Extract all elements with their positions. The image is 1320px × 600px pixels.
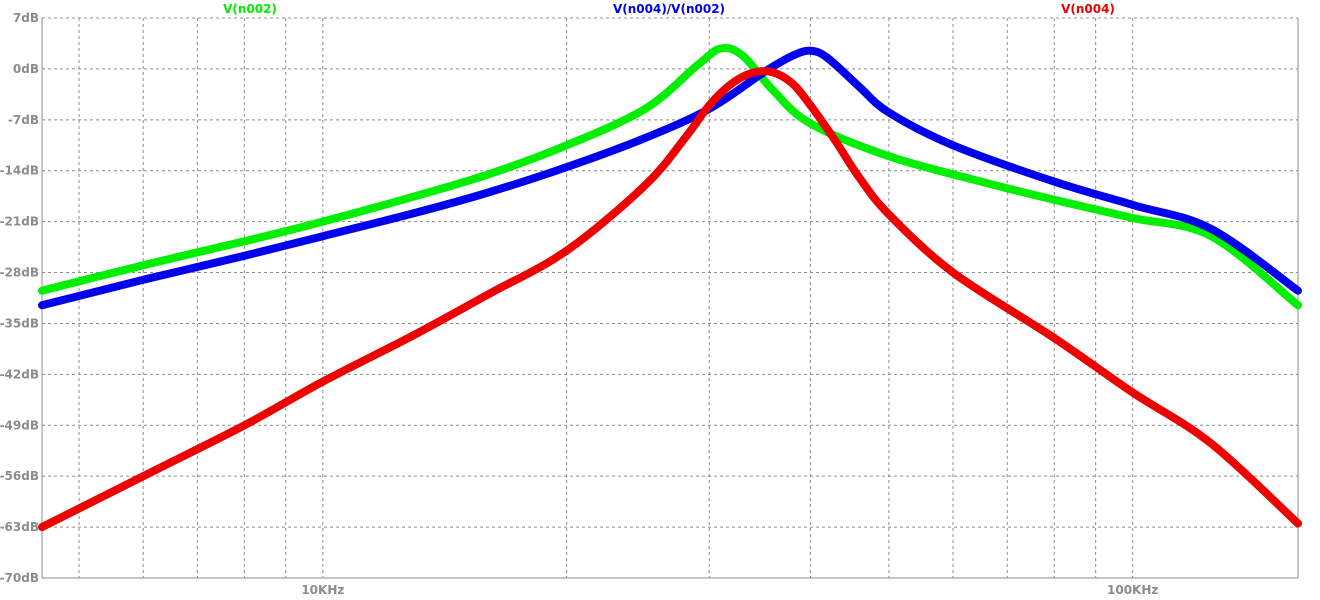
series-line-v-n004 — [38, 67, 1302, 532]
y-tick-label: -28dB — [0, 266, 39, 280]
series-layer — [38, 44, 1302, 532]
y-tick-label: -35dB — [0, 316, 39, 330]
legend: V(n002) V(n004)/V(n002) V(n004) — [223, 2, 1115, 16]
legend-entry[interactable]: V(n004)/V(n002) — [613, 2, 725, 16]
legend-entry[interactable]: V(n002) — [223, 2, 277, 16]
legend-entry[interactable]: V(n004) — [1061, 2, 1115, 16]
y-tick-label: 0dB — [13, 62, 39, 76]
x-tick-labels: 10KHz 100KHz — [301, 583, 1158, 597]
y-tick-label: -21dB — [0, 215, 39, 229]
y-tick-label: -70dB — [0, 571, 39, 585]
y-tick-label: -49dB — [0, 418, 39, 432]
y-tick-label: -14dB — [0, 164, 39, 178]
y-tick-labels: 7dB 0dB -7dB -14dB -21dB -28dB -35dB -42dB -49dB… — [0, 11, 39, 585]
x-tick-label: 10KHz — [301, 583, 344, 597]
axis-frame — [41, 18, 1299, 579]
series-line-v-n002 — [38, 44, 1302, 310]
y-tick-label: -42dB — [0, 367, 39, 381]
y-tick-label: -7dB — [8, 113, 39, 127]
y-tick-label: 7dB — [13, 11, 39, 25]
y-tick-label: -63dB — [0, 520, 39, 534]
y-tick-label: -56dB — [0, 469, 39, 483]
x-tick-label: 100KHz — [1107, 583, 1158, 597]
